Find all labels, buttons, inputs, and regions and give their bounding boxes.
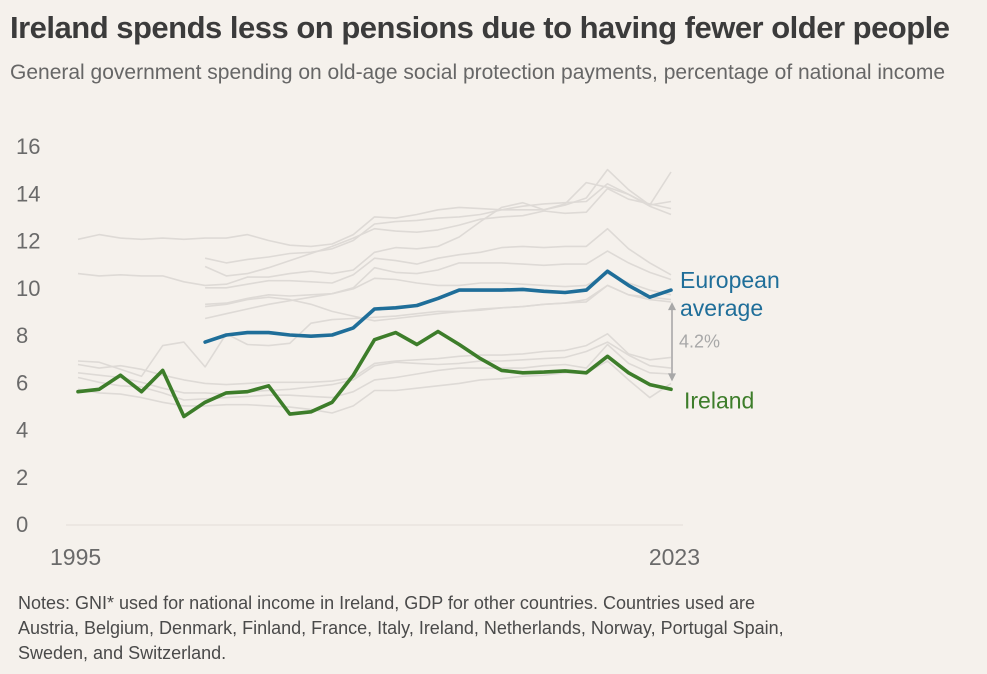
y-tick-label: 16 bbox=[16, 134, 40, 159]
country-line bbox=[205, 227, 672, 289]
arrow-up-icon bbox=[668, 302, 676, 311]
european-average-line bbox=[203, 269, 673, 344]
country-line bbox=[205, 284, 672, 322]
y-tick-label: 0 bbox=[16, 512, 28, 537]
y-axis: 0 2 4 6 8 10 12 14 16 bbox=[16, 134, 40, 537]
y-tick-label: 10 bbox=[16, 276, 40, 301]
chart-notes: Notes: GNI* used for national income in … bbox=[18, 593, 784, 663]
x-tick-label: 2023 bbox=[649, 544, 700, 570]
ireland-label: Ireland bbox=[684, 387, 754, 413]
country-line bbox=[77, 341, 672, 395]
y-tick-label: 8 bbox=[16, 323, 28, 348]
y-tick-label: 6 bbox=[16, 370, 28, 395]
country-line bbox=[77, 181, 672, 248]
y-tick-label: 4 bbox=[16, 418, 28, 443]
country-line bbox=[77, 360, 672, 414]
y-tick-label: 14 bbox=[16, 181, 40, 206]
gap-annotation: 4.2% bbox=[668, 302, 720, 382]
country-line bbox=[77, 284, 672, 378]
european-average-label: average bbox=[680, 295, 763, 321]
country-line bbox=[205, 250, 672, 306]
highlight-lines bbox=[76, 269, 673, 419]
x-axis: 1995 2023 bbox=[50, 544, 700, 570]
country-line bbox=[204, 187, 672, 277]
x-tick-label: 1995 bbox=[50, 544, 101, 570]
european-average-label: European bbox=[680, 267, 780, 293]
arrow-down-icon bbox=[668, 373, 676, 382]
ireland-line bbox=[76, 329, 673, 419]
chart-subtitle: General government spending on old-age s… bbox=[10, 61, 946, 84]
chart-title: Ireland spends less on pensions due to h… bbox=[10, 10, 950, 45]
y-tick-label: 12 bbox=[16, 229, 40, 254]
country-line bbox=[77, 332, 672, 386]
gap-annotation-label: 4.2% bbox=[679, 332, 720, 352]
country-line bbox=[204, 183, 672, 264]
y-tick-label: 2 bbox=[16, 465, 28, 490]
